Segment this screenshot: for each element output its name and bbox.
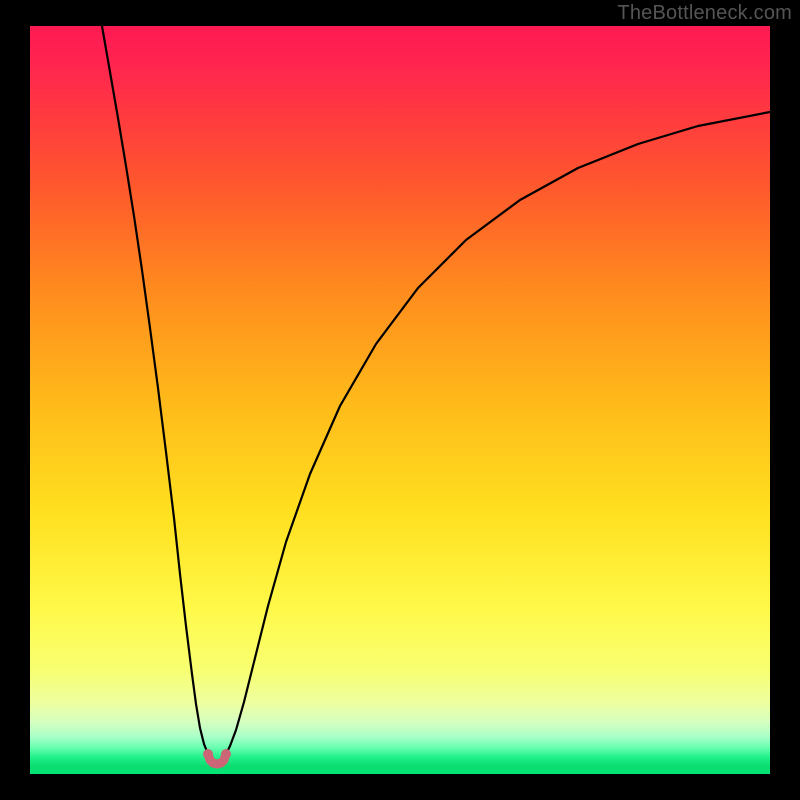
watermark-text: TheBottleneck.com [617, 2, 792, 25]
chart-frame: TheBottleneck.com [0, 0, 800, 800]
frame-border-left [0, 0, 30, 800]
curve-trough-dots [203, 749, 231, 759]
plot-area [30, 26, 770, 774]
frame-border-bottom [0, 774, 800, 800]
curve-left-branch [102, 26, 208, 754]
curve-layer [30, 26, 770, 774]
frame-border-right [770, 0, 800, 800]
curve-right-branch [226, 112, 770, 754]
